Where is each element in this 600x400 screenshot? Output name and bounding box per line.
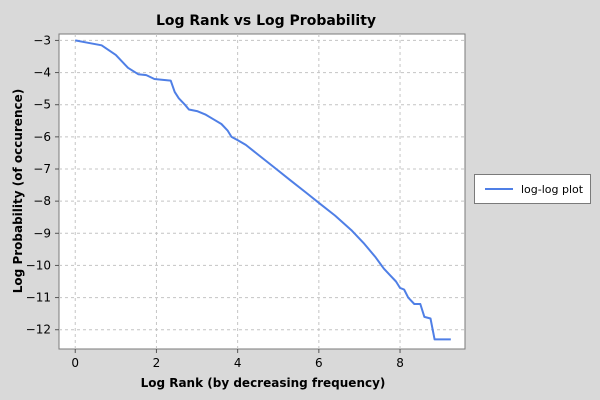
y-tick-label: −6 [33, 130, 51, 144]
x-tick-label: 4 [234, 356, 242, 370]
y-tick-label: −10 [26, 258, 51, 272]
x-tick-label: 2 [153, 356, 161, 370]
x-tick-label: 6 [315, 356, 323, 370]
plot-area [59, 34, 465, 349]
legend: log-log plot [474, 174, 591, 204]
y-tick-label: −3 [33, 33, 51, 47]
x-tick-label: 8 [396, 356, 404, 370]
legend-label: log-log plot [521, 183, 583, 196]
x-axis-label: Log Rank (by decreasing frequency) [141, 376, 386, 390]
y-tick-label: −4 [33, 66, 51, 80]
y-tick-label: −9 [33, 226, 51, 240]
y-tick-label: −7 [33, 162, 51, 176]
chart-title: Log Rank vs Log Probability [156, 13, 376, 29]
y-tick-label: −11 [26, 291, 51, 305]
x-tick-label: 0 [71, 356, 79, 370]
y-tick-label: −12 [26, 323, 51, 337]
y-tick-label: −8 [33, 194, 51, 208]
y-axis-label: Log Probability (of occurence) [11, 89, 25, 293]
legend-line-swatch [485, 188, 513, 190]
y-tick-label: −5 [33, 98, 51, 112]
